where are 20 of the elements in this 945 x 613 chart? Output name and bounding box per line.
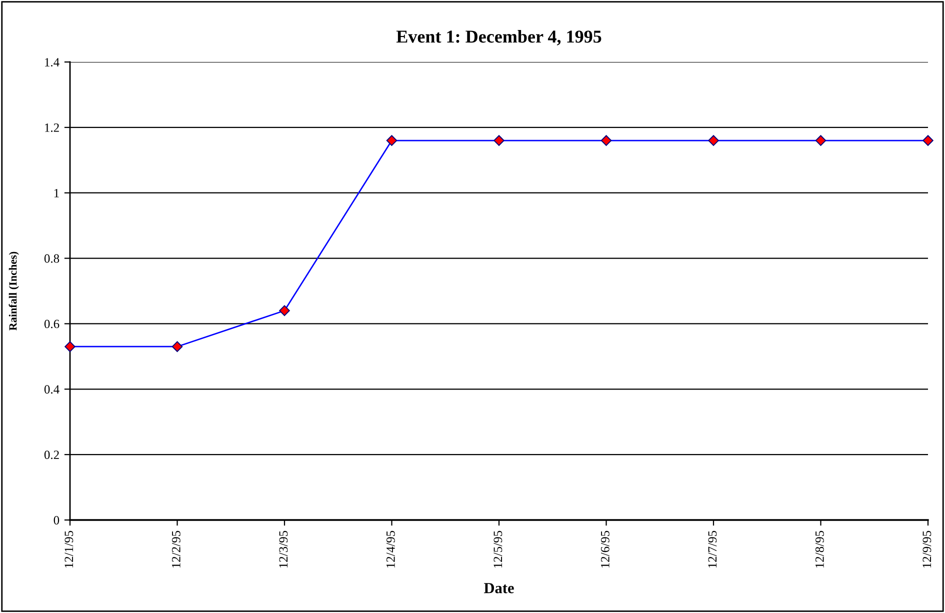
x-tick-label: 12/1/95 bbox=[64, 530, 74, 568]
x-tick-label: 12/7/95 bbox=[708, 530, 717, 568]
y-tick-label: 0.4 bbox=[44, 385, 60, 394]
x-tick-label: 12/9/95 bbox=[922, 530, 932, 568]
chart-title: Event 1: December 4, 1995 bbox=[396, 30, 602, 46]
y-tick-label: 0.2 bbox=[44, 450, 59, 460]
x-tick-label: 12/3/95 bbox=[279, 530, 288, 568]
y-tick-label: 0 bbox=[54, 516, 60, 524]
y-tick-label: 1.4 bbox=[45, 58, 60, 67]
x-axis-title: Date bbox=[484, 583, 514, 594]
y-tick-label: 0.8 bbox=[44, 254, 60, 263]
y-tick-label: 1.2 bbox=[45, 123, 59, 132]
x-tick-label: 12/5/95 bbox=[494, 530, 502, 568]
x-tick-label: 12/2/95 bbox=[172, 530, 180, 568]
x-tick-label: 12/6/95 bbox=[600, 530, 610, 568]
x-tick-label: 12/8/95 bbox=[815, 530, 824, 568]
x-tick-label: 12/4/95 bbox=[386, 530, 395, 568]
y-tick-label: 1 bbox=[54, 188, 59, 198]
y-tick-label: 0.6 bbox=[44, 320, 60, 328]
y-axis-title: Rainfall (Inches) bbox=[8, 252, 19, 330]
